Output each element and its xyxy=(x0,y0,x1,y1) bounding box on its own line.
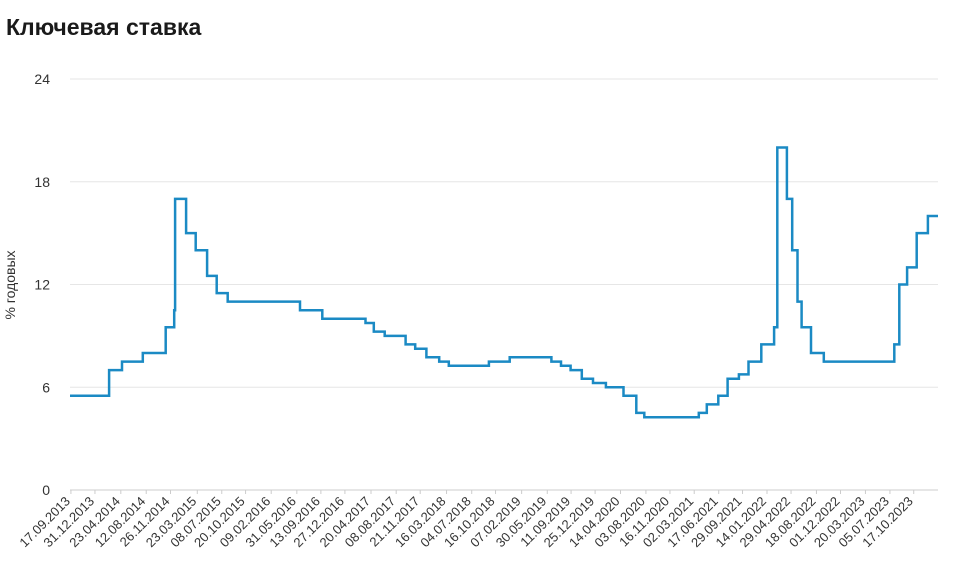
y-tick-label: 12 xyxy=(34,277,50,293)
y-tick-label: 24 xyxy=(34,71,50,87)
y-tick-labels: 0 6 12 18 24 xyxy=(34,71,50,498)
x-tick-labels: 17.09.201331.12.201323.04.201412.08.2014… xyxy=(16,490,916,550)
series-line-key-rate xyxy=(70,146,938,419)
chart-title: Ключевая ставка xyxy=(6,14,202,40)
y-tick-label: 0 xyxy=(42,482,50,498)
grid-lines xyxy=(70,78,938,491)
y-tick-label: 6 xyxy=(42,379,50,395)
y-axis-title: % годовых xyxy=(2,250,18,319)
series-group xyxy=(70,146,938,419)
y-tick-label: 18 xyxy=(34,174,50,190)
